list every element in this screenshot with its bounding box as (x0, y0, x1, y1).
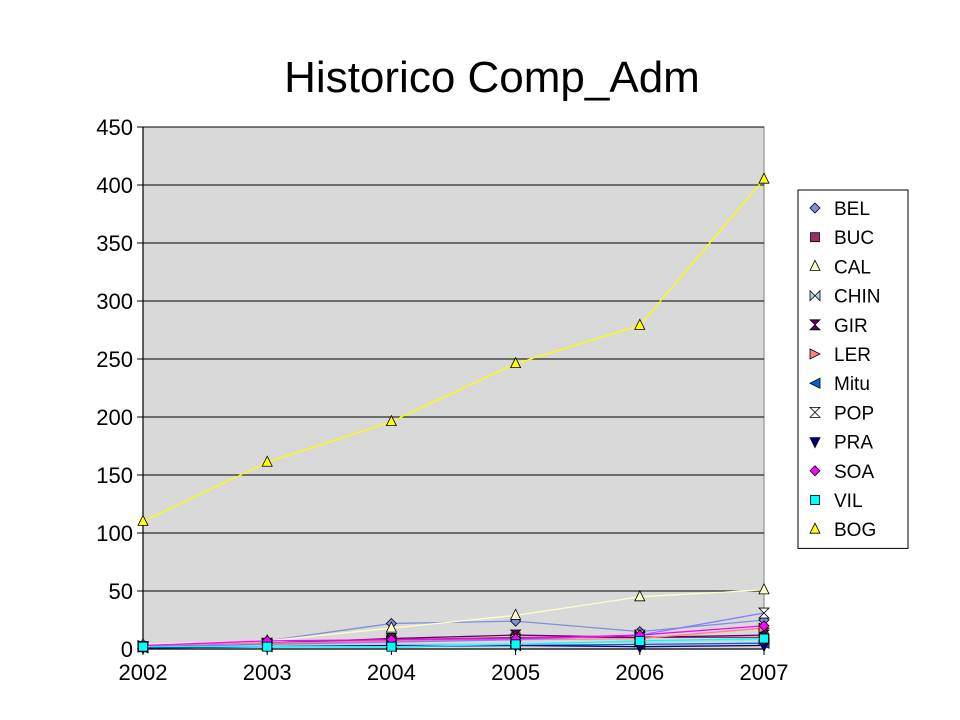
legend-label: Mitu (834, 374, 870, 395)
legend-item: POP (809, 403, 874, 424)
series-line (143, 637, 765, 648)
legend-marker (810, 232, 820, 243)
data-point (758, 607, 770, 619)
data-point (509, 356, 522, 369)
legend-label: BEL (834, 199, 870, 220)
legend-item: GIR (809, 316, 868, 337)
data-point (385, 414, 398, 427)
data-point (634, 635, 645, 646)
legend-label: SOA (834, 462, 874, 483)
legend-marker (809, 319, 821, 331)
data-point (634, 318, 646, 330)
legend-item: SOA (809, 462, 874, 483)
series-vil (138, 633, 769, 652)
data-point (758, 582, 770, 595)
legend-label: BUC (834, 228, 874, 249)
y-tick-label: 450 (96, 115, 133, 140)
legend-item: PRA (809, 433, 873, 454)
gridlines (143, 126, 764, 592)
legend-item: BUC (810, 228, 874, 249)
legend-label: BOG (834, 520, 876, 541)
legend-item: CHIN (809, 287, 880, 308)
x-axis: 2002 2003 2004 2005 2006 2007 (119, 648, 789, 685)
x-tick-label: 2002 (119, 660, 168, 685)
legend-item: BEL (809, 199, 870, 220)
legend-marker (809, 348, 821, 360)
legend-label: PRA (834, 433, 873, 454)
legend-marker (809, 202, 821, 214)
legend-marker (809, 406, 821, 418)
series-line (142, 625, 765, 647)
data-point (509, 608, 522, 620)
legend-item: BOG (809, 520, 876, 541)
series-bog (137, 172, 770, 526)
data-point (262, 641, 273, 652)
data-point (138, 641, 148, 652)
legend-marker (809, 522, 821, 534)
plot-area (142, 126, 765, 650)
data-point (634, 589, 646, 602)
data-point (758, 620, 770, 632)
legend-marker (809, 465, 821, 477)
series-layer (137, 172, 770, 655)
legend: BEL BUC CAL CHIN GIR LER Mitu POP PRA SOA VIL BOG (797, 189, 909, 549)
data-point (137, 514, 149, 526)
legend-marker (809, 259, 821, 271)
data-point (261, 455, 273, 467)
y-tick-label: 300 (96, 289, 133, 314)
data-point (385, 621, 398, 633)
data-point (386, 641, 397, 652)
legend-marker (809, 289, 821, 302)
data-point (758, 172, 770, 184)
x-tick-label: 2007 (740, 660, 789, 685)
y-tick-label: 100 (96, 521, 133, 546)
legend-label: VIL (834, 491, 863, 512)
series-line (142, 639, 765, 648)
legend-box (797, 189, 909, 549)
legend-marker (809, 377, 821, 389)
y-tick-label: 150 (96, 463, 133, 488)
x-tick-label: 2005 (491, 660, 540, 685)
legend-label: POP (834, 403, 874, 424)
legend-item: LER (809, 345, 871, 366)
legend-label: GIR (834, 316, 868, 337)
legend-label: LER (834, 345, 871, 366)
y-tick-label: 350 (96, 231, 133, 256)
legend-item: VIL (810, 491, 863, 512)
legend-marker (809, 437, 821, 449)
legend-item: Mitu (809, 374, 870, 395)
legend-label: CHIN (834, 287, 880, 308)
data-point (510, 639, 521, 650)
x-tick-label: 2003 (243, 660, 292, 685)
legend-label: CAL (834, 257, 871, 278)
y-tick-label: 200 (96, 405, 133, 430)
y-tick-label: 250 (96, 347, 133, 372)
y-tick-label: 50 (109, 579, 133, 604)
legend-item: CAL (809, 257, 871, 278)
x-tick-label: 2004 (367, 660, 416, 685)
y-tick-label: 0 (121, 637, 133, 662)
series-line (142, 178, 765, 522)
y-axis: 0 50 100 150 200 250 300 350 400 450 (96, 115, 144, 662)
x-tick-label: 2006 (615, 660, 664, 685)
y-tick-label: 400 (96, 173, 133, 198)
legend-marker (810, 495, 820, 505)
chart-title: Historico Comp_Adm (284, 53, 700, 102)
series-line (142, 612, 765, 648)
data-point (759, 633, 769, 644)
